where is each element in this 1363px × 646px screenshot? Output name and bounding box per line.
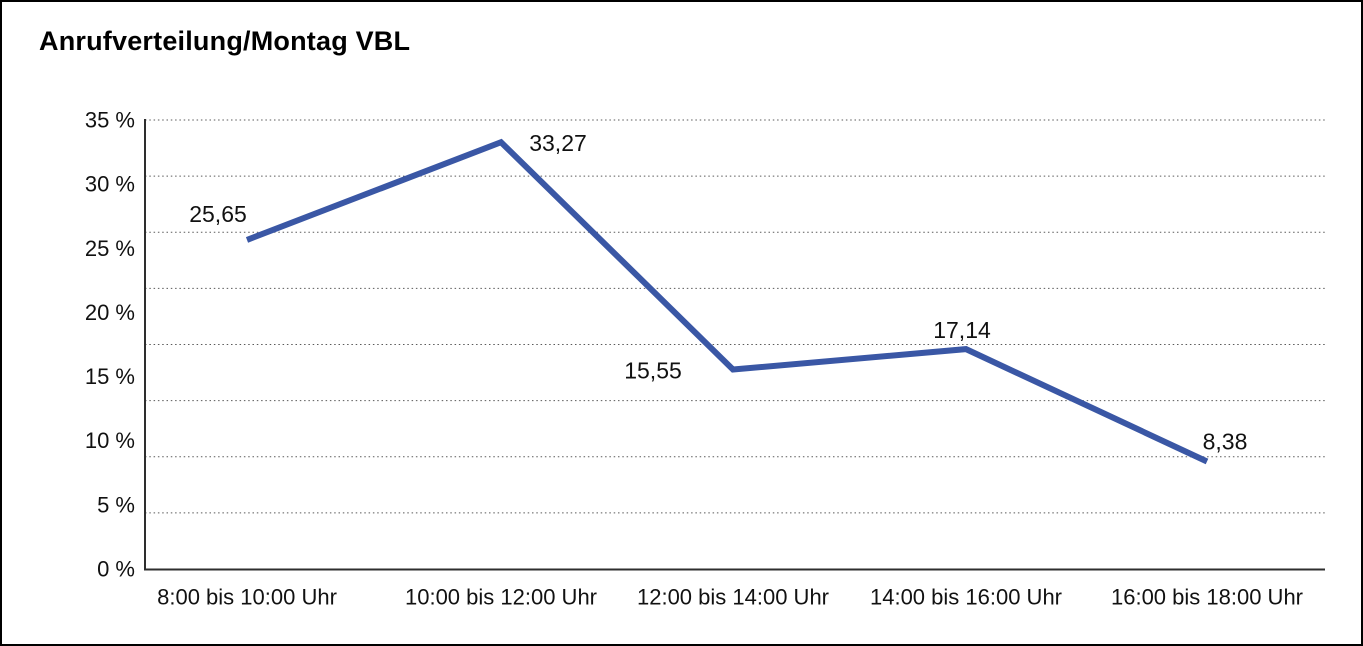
y-axis-tick-label: 10 %	[85, 428, 135, 453]
x-axis-category-label: 8:00 bis 10:00 Uhr	[157, 585, 337, 610]
x-axis-category-label: 16:00 bis 18:00 Uhr	[1111, 585, 1303, 610]
data-point-label: 15,55	[624, 358, 682, 384]
y-axis-tick-label: 25 %	[85, 236, 135, 261]
y-axis-tick-label: 5 %	[97, 492, 135, 517]
data-point-label: 17,14	[933, 317, 991, 343]
series-line	[245, 138, 1209, 465]
data-point-label: 25,65	[189, 201, 247, 227]
y-axis-tick-label: 15 %	[85, 364, 135, 389]
chart-title: Anrufverteilung/Montag VBL	[39, 26, 411, 56]
y-axis-tick-label: 35 %	[85, 108, 135, 133]
y-axis-tick-label: 30 %	[85, 172, 135, 197]
data-point-label: 33,27	[529, 130, 587, 156]
y-axis-tick-label: 20 %	[85, 300, 135, 325]
x-axis-category-label: 12:00 bis 14:00 Uhr	[637, 585, 829, 610]
x-axis-category-label: 10:00 bis 12:00 Uhr	[405, 585, 597, 610]
data-point-label: 8,38	[1203, 429, 1248, 455]
x-axis-category-label: 14:00 bis 16:00 Uhr	[870, 585, 1062, 610]
y-axis-tick-label: 0 %	[97, 557, 135, 582]
